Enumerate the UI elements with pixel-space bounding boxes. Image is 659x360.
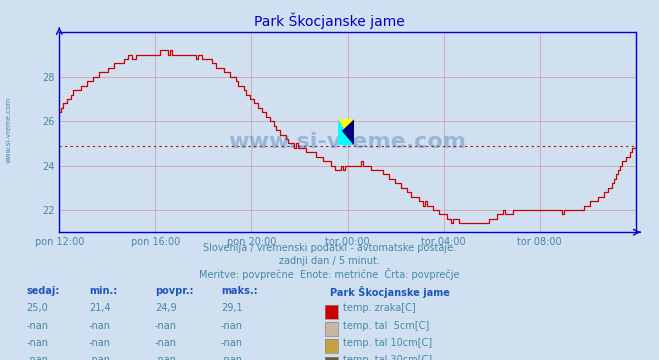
Text: -nan: -nan	[221, 321, 243, 331]
Polygon shape	[338, 119, 354, 145]
Text: -nan: -nan	[155, 355, 177, 360]
Text: -nan: -nan	[26, 338, 48, 348]
Text: -nan: -nan	[155, 338, 177, 348]
Text: -nan: -nan	[89, 355, 111, 360]
Text: -nan: -nan	[26, 355, 48, 360]
Text: -nan: -nan	[89, 321, 111, 331]
Text: sedaj:: sedaj:	[26, 286, 60, 296]
Text: povpr.:: povpr.:	[155, 286, 193, 296]
Polygon shape	[342, 119, 354, 145]
Text: temp. tal  5cm[C]: temp. tal 5cm[C]	[343, 321, 429, 331]
Text: -nan: -nan	[221, 338, 243, 348]
Text: Park Škocjanske jame: Park Škocjanske jame	[330, 286, 449, 298]
Text: 21,4: 21,4	[89, 303, 111, 314]
Text: 25,0: 25,0	[26, 303, 48, 314]
Text: min.:: min.:	[89, 286, 117, 296]
Text: Meritve: povprečne  Enote: metrične  Črta: povprečje: Meritve: povprečne Enote: metrične Črta:…	[199, 268, 460, 280]
Text: -nan: -nan	[89, 338, 111, 348]
Text: Park Škocjanske jame: Park Škocjanske jame	[254, 13, 405, 29]
Text: temp. zraka[C]: temp. zraka[C]	[343, 303, 415, 314]
Text: 24,9: 24,9	[155, 303, 177, 314]
Text: temp. tal 10cm[C]: temp. tal 10cm[C]	[343, 338, 432, 348]
Text: -nan: -nan	[221, 355, 243, 360]
Text: zadnji dan / 5 minut.: zadnji dan / 5 minut.	[279, 256, 380, 266]
Text: www.si-vreme.com: www.si-vreme.com	[5, 96, 12, 163]
Polygon shape	[338, 119, 354, 145]
Text: 29,1: 29,1	[221, 303, 243, 314]
Text: -nan: -nan	[26, 321, 48, 331]
Text: temp. tal 30cm[C]: temp. tal 30cm[C]	[343, 355, 432, 360]
Text: -nan: -nan	[155, 321, 177, 331]
Text: maks.:: maks.:	[221, 286, 258, 296]
Text: Slovenija / vremenski podatki - avtomatske postaje.: Slovenija / vremenski podatki - avtomats…	[203, 243, 456, 253]
Text: www.si-vreme.com: www.si-vreme.com	[229, 132, 467, 152]
